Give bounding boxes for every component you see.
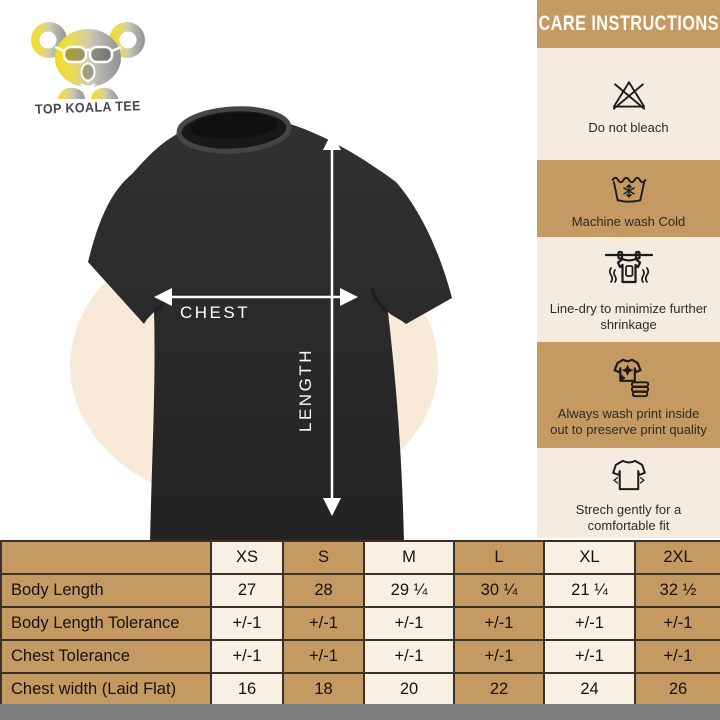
stretch-gently-icon: [611, 459, 646, 490]
cell-value: 20: [363, 672, 455, 707]
care-item-machine-wash-cold: Machine wash Cold: [537, 160, 720, 237]
cell-value: 24: [543, 672, 636, 707]
line-dry-icon: [604, 251, 653, 284]
cell-value: +/-1: [282, 639, 365, 674]
size-table: XS S M L XL 2XL Body Length 27 28 29 ¼ 3…: [0, 540, 720, 707]
do-not-bleach-icon: [612, 80, 645, 110]
cell-value: 22: [453, 672, 545, 707]
care-item-wash-inside-out: Always wash print inside out to preserve…: [537, 342, 720, 448]
care-item-label: Machine wash Cold: [571, 214, 686, 230]
size-column-2xl: 2XL: [634, 540, 720, 575]
care-item-label: Strech gently for a comfortable fit: [575, 501, 682, 533]
wash-inside-out-icon: [613, 358, 649, 398]
size-table-header-row: XS S M L XL 2XL: [0, 540, 720, 575]
row-label: Chest width (Laid Flat): [0, 672, 212, 707]
koala-logo-icon: [31, 22, 145, 101]
length-label: LENGTH: [296, 348, 315, 432]
size-column-l: L: [453, 540, 545, 575]
cell-value: 29 ¼: [363, 573, 455, 608]
size-column-xs: XS: [210, 540, 284, 575]
table-row-chest-width: Chest width (Laid Flat) 16 18 20 22 24 2…: [0, 672, 720, 707]
care-item-label: Always wash print inside out to preserve…: [550, 405, 707, 437]
care-instructions-header: CARE INSTRUCTIONS: [537, 0, 720, 48]
cell-value: +/-1: [634, 639, 720, 674]
size-column-s: S: [282, 540, 365, 575]
table-row-chest-tolerance: Chest Tolerance +/-1 +/-1 +/-1 +/-1 +/-1…: [0, 639, 720, 674]
cell-value: +/-1: [543, 639, 636, 674]
machine-wash-cold-icon: [611, 177, 646, 203]
cell-value: +/-1: [282, 606, 365, 641]
cell-value: 27: [210, 573, 284, 608]
cell-value: 28: [282, 573, 365, 608]
cell-value: +/-1: [543, 606, 636, 641]
size-column-m: M: [363, 540, 455, 575]
cell-value: +/-1: [634, 606, 720, 641]
care-item-label: Do not bleach: [588, 119, 669, 135]
cell-value: +/-1: [363, 639, 455, 674]
cell-value: +/-1: [453, 606, 545, 641]
tshirt-measurement-diagram: CHEST LENGTH: [88, 106, 452, 543]
length-arrow: [323, 132, 341, 516]
chest-arrow: [154, 288, 358, 306]
size-table-corner-cell: [0, 540, 212, 575]
row-label: Body Length Tolerance: [0, 606, 212, 641]
chest-label: CHEST: [180, 303, 250, 322]
care-item-label: Line-dry to minimize further shrinkage: [549, 301, 708, 332]
table-row-body-length: Body Length 27 28 29 ¼ 30 ¼ 21 ¼ 32 ½: [0, 573, 720, 608]
table-row-body-length-tolerance: Body Length Tolerance +/-1 +/-1 +/-1 +/-…: [0, 606, 720, 641]
tshirt-silhouette: [88, 117, 452, 543]
cell-value: 16: [210, 672, 284, 707]
cell-value: 21 ¼: [543, 573, 636, 608]
cell-value: +/-1: [210, 639, 284, 674]
cell-value: +/-1: [210, 606, 284, 641]
cell-value: +/-1: [363, 606, 455, 641]
row-label: Body Length: [0, 573, 212, 608]
cell-value: 26: [634, 672, 720, 707]
care-item-do-not-bleach: Do not bleach: [537, 48, 720, 160]
care-instructions-title: CARE INSTRUCTIONS: [538, 12, 719, 35]
size-column-xl: XL: [543, 540, 636, 575]
care-instructions-panel: CARE INSTRUCTIONS Do not bleach: [537, 0, 720, 538]
cell-value: 18: [282, 672, 365, 707]
care-item-stretch-gently: Strech gently for a comfortable fit: [537, 448, 720, 538]
cell-value: +/-1: [453, 639, 545, 674]
bottom-gray-band: [0, 704, 720, 720]
cell-value: 32 ½: [634, 573, 720, 608]
row-label: Chest Tolerance: [0, 639, 212, 674]
care-item-line-dry: Line-dry to minimize further shrinkage: [537, 237, 720, 342]
cell-value: 30 ¼: [453, 573, 545, 608]
